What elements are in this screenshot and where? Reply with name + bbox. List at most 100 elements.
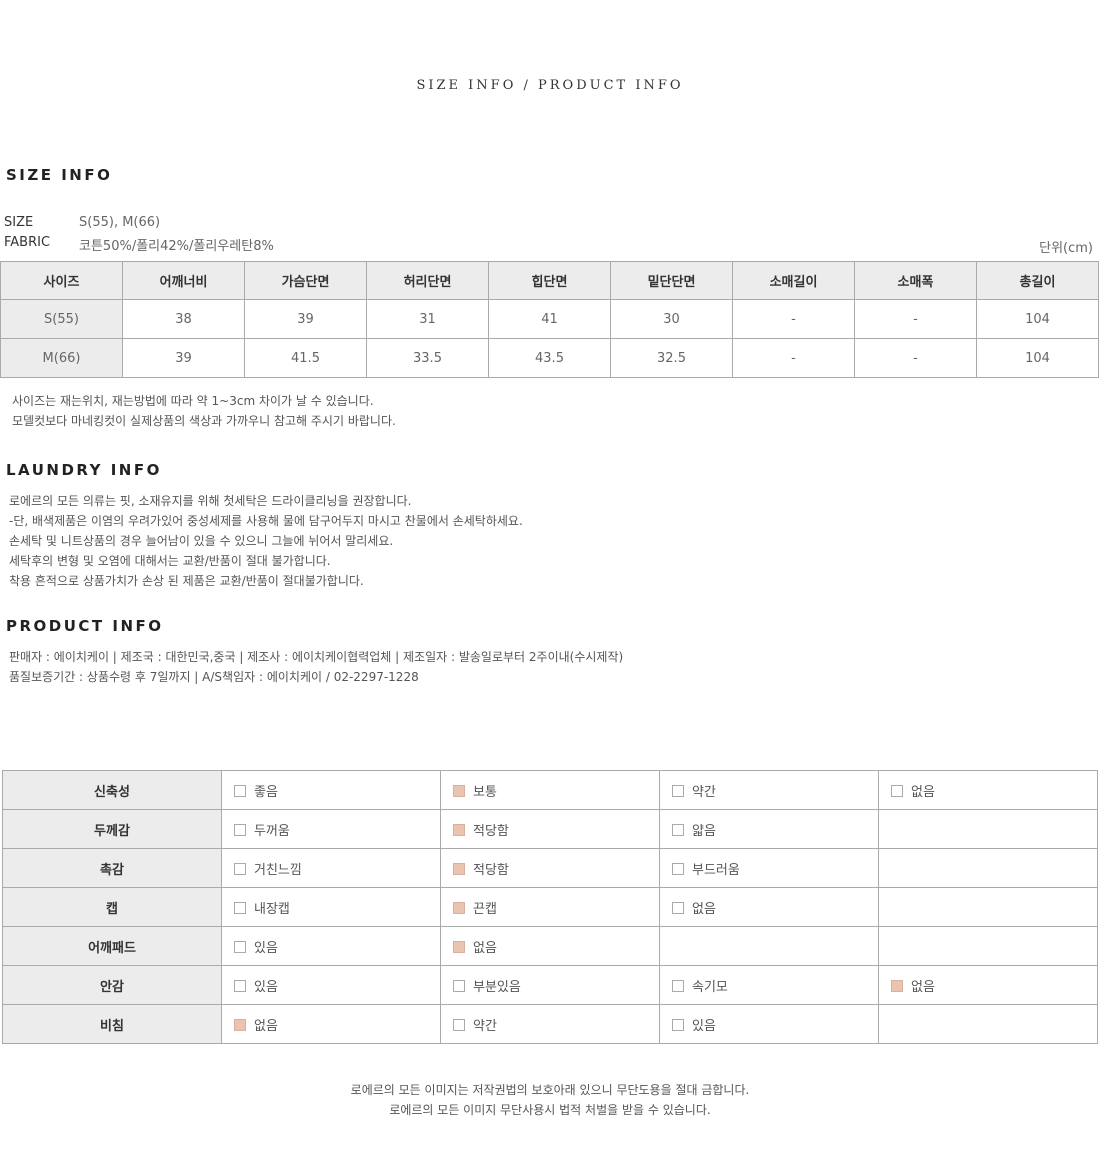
laundry-lines: 로에르의 모든 의류는 핏, 소재유지를 위해 첫세탁은 드라이클리닝을 권장합… — [9, 491, 523, 591]
laundry-line: -단, 배색제품은 이염의 우려가있어 중성세제를 사용해 물에 담구어두지 마… — [9, 514, 523, 528]
table-cell: M(66) — [0, 338, 123, 378]
size-table: 사이즈 어깨너비 가슴단면 허리단면 힙단면 밑단단면 소매길이 소매폭 총길이 S(55) 38 3… — [0, 261, 1099, 378]
option-cell: 있음 — [221, 965, 441, 1005]
option-label: 없음 — [911, 979, 935, 995]
column-header: 소매폭 — [854, 261, 977, 300]
option-cell: 부분있음 — [440, 965, 660, 1005]
unit-label: 단위(cm) — [1039, 241, 1093, 256]
column-header: 어깨너비 — [122, 261, 245, 300]
table-cell: - — [854, 299, 977, 339]
option-label: 얇음 — [692, 823, 716, 839]
option-label: 있음 — [254, 979, 278, 995]
size-note: 사이즈는 재는위치, 재는방법에 따라 약 1~3cm 차이가 날 수 있습니다… — [12, 394, 374, 408]
product-line: 품질보증기간 : 상품수령 후 7일까지 | A/S책임자 : 에이치케이 / … — [9, 670, 419, 684]
size-info-heading: SIZE INFO — [6, 166, 113, 184]
option-label: 없음 — [692, 901, 716, 917]
table-cell: - — [732, 299, 855, 339]
option-cell: 없음 — [221, 1004, 441, 1044]
column-header: 밑단단면 — [610, 261, 733, 300]
column-header: 가슴단면 — [244, 261, 367, 300]
attribute-row: 안감 있음 부분있음 속기모 없음 — [2, 965, 1098, 1005]
attribute-row: 신축성 좋음 보통 약간 없음 — [2, 770, 1098, 810]
option-label: 부드러움 — [692, 862, 740, 878]
attribute-label: 두께감 — [2, 809, 222, 849]
attribute-label: 캡 — [2, 887, 222, 927]
table-cell: 41.5 — [244, 338, 367, 378]
column-header: 총길이 — [976, 261, 1099, 300]
option-label: 약간 — [473, 1018, 497, 1034]
attribute-label: 신축성 — [2, 770, 222, 810]
option-cell: 두꺼움 — [221, 809, 441, 849]
checkbox-icon — [234, 784, 246, 797]
option-label: 좋음 — [254, 784, 278, 800]
table-cell: 33.5 — [366, 338, 489, 378]
attribute-row: 어깨패드 있음 없음 — [2, 926, 1098, 966]
checkbox-icon — [234, 940, 246, 953]
checkbox-icon — [234, 862, 246, 875]
option-cell: 있음 — [221, 926, 441, 966]
option-cell: 부드러움 — [659, 848, 879, 888]
option-label: 속기모 — [692, 979, 728, 995]
attribute-label: 어깨패드 — [2, 926, 222, 966]
table-cell: 41 — [488, 299, 611, 339]
option-label: 두꺼움 — [254, 823, 290, 839]
option-cell — [659, 926, 879, 966]
attribute-label: 비침 — [2, 1004, 222, 1044]
product-info-heading: PRODUCT INFO — [6, 617, 164, 635]
option-cell — [878, 887, 1098, 927]
option-cell: 있음 — [659, 1004, 879, 1044]
checkbox-icon — [234, 901, 246, 914]
column-header: 소매길이 — [732, 261, 855, 300]
checkbox-icon — [234, 979, 246, 992]
attribute-row: 두께감 두꺼움 적당함 얇음 — [2, 809, 1098, 849]
option-cell: 좋음 — [221, 770, 441, 810]
option-label: 없음 — [911, 784, 935, 800]
checkbox-icon — [453, 1018, 465, 1031]
attribute-table: 신축성 좋음 보통 약간 없음 두께감 두꺼움 적당함 얇음 촉감 거친느낌 적당함 부드러움 캡 내장캡 끈… — [2, 770, 1098, 1044]
option-cell: 없음 — [878, 770, 1098, 810]
option-label: 거친느낌 — [254, 862, 302, 878]
product-line: 판매자 : 에이치케이 | 제조국 : 대한민국,중국 | 제조사 : 에이치케… — [9, 650, 624, 664]
size-value: S(55), M(66) — [79, 215, 161, 230]
table-cell: 38 — [122, 299, 245, 339]
option-cell: 없음 — [878, 965, 1098, 1005]
table-cell: 104 — [976, 299, 1099, 339]
checkbox-icon — [672, 784, 684, 797]
option-cell: 거친느낌 — [221, 848, 441, 888]
table-cell: - — [854, 338, 977, 378]
laundry-line: 세탁후의 변형 및 오염에 대해서는 교환/반품이 절대 불가합니다. — [9, 554, 331, 568]
option-label: 보통 — [473, 784, 497, 800]
option-label: 적당함 — [473, 823, 509, 839]
option-cell: 얇음 — [659, 809, 879, 849]
option-cell — [878, 926, 1098, 966]
laundry-info-heading: LAUNDRY INFO — [6, 461, 162, 479]
copyright-notice: 로에르의 모든 이미지 무단사용시 법적 처벌을 받을 수 있습니다. — [389, 1103, 711, 1117]
checkbox-icon — [672, 862, 684, 875]
option-cell — [878, 848, 1098, 888]
checked-box-icon — [891, 979, 903, 992]
table-cell: - — [732, 338, 855, 378]
copyright-notice: 로에르의 모든 이미지는 저작권법의 보호아래 있으니 무단도용을 절대 금합니… — [350, 1083, 750, 1097]
table-row: M(66) 39 41.5 33.5 43.5 32.5- -104 — [0, 338, 1099, 378]
attribute-row: 캡 내장캡 끈캡 없음 — [2, 887, 1098, 927]
table-cell: S(55) — [0, 299, 123, 339]
table-row: S(55) 38 39 31 41 30- -104 — [0, 299, 1099, 339]
table-cell: 30 — [610, 299, 733, 339]
attribute-row: 비침 없음 약간 있음 — [2, 1004, 1098, 1044]
option-cell — [878, 809, 1098, 849]
laundry-line: 로에르의 모든 의류는 핏, 소재유지를 위해 첫세탁은 드라이클리닝을 권장합… — [9, 494, 412, 508]
checkbox-icon — [891, 784, 903, 797]
table-cell: 39 — [244, 299, 367, 339]
option-label: 부분있음 — [473, 979, 521, 995]
checkbox-icon — [672, 901, 684, 914]
option-label: 내장캡 — [254, 901, 290, 917]
table-cell: 43.5 — [488, 338, 611, 378]
laundry-line: 손세탁 및 니트상품의 경우 늘어남이 있을 수 있으니 그늘에 뉘어서 말리세… — [9, 534, 394, 548]
option-cell: 속기모 — [659, 965, 879, 1005]
column-header: 사이즈 — [0, 261, 123, 300]
table-cell: 32.5 — [610, 338, 733, 378]
option-label: 있음 — [254, 940, 278, 956]
checked-box-icon — [453, 862, 465, 875]
option-label: 끈캡 — [473, 901, 497, 917]
table-cell: 39 — [122, 338, 245, 378]
